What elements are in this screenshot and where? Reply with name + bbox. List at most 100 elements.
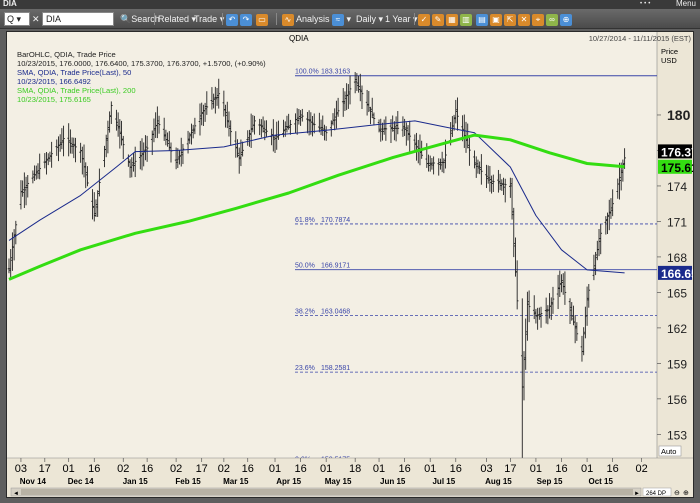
ohlc-bar	[488, 165, 492, 192]
clear-icon[interactable]: ✕	[32, 14, 40, 24]
range-value: 1 Year	[385, 14, 411, 24]
ohlc-bar	[468, 136, 471, 166]
undo-icon[interactable]: ↶	[226, 12, 238, 26]
fib-level-percent: 50.0%	[295, 263, 315, 270]
toolbar: Q ▾ ✕ 🔍Search Related ▾ Trade ▾ ↶ ↷ ▭ ∿ …	[0, 9, 700, 29]
ohlc-bar	[597, 228, 601, 257]
ohlc-bar	[237, 147, 241, 174]
ohlc-bar	[203, 102, 207, 122]
ohlc-bar	[156, 106, 159, 139]
ohlc-bar	[229, 120, 232, 146]
x-tick-label: 17	[39, 463, 51, 475]
ohlc-bar	[353, 72, 357, 94]
x-tick-label: 01	[424, 463, 436, 475]
ohlc-bar	[121, 135, 125, 160]
chart-type-icon[interactable]: ✓	[418, 12, 430, 26]
ohlc-bar	[289, 119, 292, 135]
ohlc-bar	[502, 177, 505, 196]
ohlc-bar	[406, 125, 410, 141]
trade-label: Trade	[194, 14, 218, 24]
ohlc-bar	[210, 87, 214, 110]
detach-icon[interactable]: ⇱	[504, 12, 516, 26]
related-button[interactable]: Related ▾	[158, 14, 197, 24]
range-select[interactable]: 1 Year ▾	[385, 14, 418, 24]
interval-select[interactable]: Daily ▾	[356, 14, 384, 24]
scrollbar-thumb[interactable]	[21, 489, 633, 495]
ohlc-bar	[439, 158, 442, 170]
search-button[interactable]: 🔍Search	[120, 12, 160, 26]
ohlc-bar	[478, 161, 481, 175]
chart-symbol-label: QDIA	[289, 34, 309, 43]
analysis-label: Analysis	[296, 14, 330, 24]
ohlc-bar	[498, 173, 502, 191]
ohlc-bar	[319, 119, 323, 136]
toolbar-divider	[414, 13, 415, 25]
ohlc-bar	[239, 139, 243, 167]
ohlc-bar	[486, 165, 490, 184]
month-label: Dec 14	[68, 477, 94, 486]
x-tick-label: 03	[480, 463, 492, 475]
x-tick-label: 02	[636, 463, 648, 475]
pin-icon[interactable]: ⌖	[532, 12, 544, 26]
search-label: Search	[131, 14, 160, 24]
symbol-input[interactable]	[42, 12, 114, 26]
draw-tool-icon[interactable]: ✎	[432, 12, 444, 26]
x-tick-label: 16	[294, 463, 306, 475]
price-chart[interactable]: QDIA 10/27/2014 - 11/11/2015 (EST) PriceUS…	[7, 32, 693, 497]
ohlc-bar	[524, 318, 527, 370]
chart-background	[7, 32, 693, 497]
ohlc-bar	[212, 93, 215, 109]
ohlc-bar	[7, 258, 11, 274]
folder-icon[interactable]: ▭	[256, 12, 268, 26]
month-label: Aug 15	[485, 477, 512, 486]
ohlc-bar	[50, 141, 53, 168]
scroll-left-icon[interactable]: ◄	[13, 491, 19, 497]
ohlc-bar	[301, 108, 304, 122]
ohlc-bar	[174, 147, 178, 170]
analysis-icon: ∿	[282, 13, 294, 26]
print-icon[interactable]: ▣	[490, 12, 502, 26]
ohlc-bar	[563, 271, 567, 305]
scroll-right-icon[interactable]: ►	[634, 491, 640, 497]
ohlc-bar	[510, 177, 514, 220]
symbol-type-select[interactable]: Q ▾	[4, 12, 30, 26]
fib-level-value: 163.0468	[321, 309, 350, 316]
bar-chart-icon[interactable]: ▥	[460, 12, 472, 26]
zoom-box[interactable]	[642, 487, 672, 497]
grid-icon[interactable]: ▦	[446, 12, 458, 26]
x-tick-label: 02	[218, 463, 230, 475]
legend-line-sma50-value: 10/23/2015, 166.6492	[17, 77, 91, 86]
x-tick-label: 02	[117, 463, 129, 475]
ohlc-bar	[222, 90, 226, 117]
ohlc-bar	[140, 138, 144, 171]
ohlc-bar	[587, 284, 591, 308]
analysis-button[interactable]: ∿ Analysis ▾	[282, 12, 337, 26]
ohlc-bar	[413, 134, 417, 152]
ohlc-bar	[295, 108, 299, 135]
ohlc-bar	[38, 153, 41, 180]
zoom-out-icon[interactable]: ⊖	[674, 490, 680, 497]
zoom-in-icon[interactable]: ⊕	[683, 490, 689, 497]
ohlc-bar	[241, 141, 244, 157]
month-label: May 15	[325, 477, 352, 486]
ohlc-bar	[560, 274, 563, 293]
resize-dots-icon: •••	[640, 1, 653, 7]
menu-button[interactable]: Menu	[675, 0, 696, 8]
settings-icon[interactable]: ▤	[476, 12, 488, 26]
title-bar: DIA ••• Menu	[0, 0, 700, 9]
ohlc-bar	[200, 102, 203, 126]
ohlc-bar	[116, 112, 120, 137]
ohlc-bar	[145, 135, 149, 162]
tools-icon[interactable]: ✕	[518, 12, 530, 26]
studies-icon[interactable]: ≈ ▾	[332, 12, 351, 26]
ohlc-bar	[599, 224, 603, 255]
ohlc-bar	[357, 75, 360, 93]
trade-button[interactable]: Trade ▾	[194, 14, 225, 24]
auto-scale-button[interactable]	[658, 445, 682, 457]
redo-icon[interactable]: ↷	[240, 12, 252, 26]
zoom-icon[interactable]: ⊕	[560, 12, 572, 26]
ohlc-bar	[72, 137, 76, 159]
link-icon[interactable]: ∞	[546, 12, 558, 26]
ohlc-bar	[11, 232, 14, 271]
fib-level-percent: 100.0%	[295, 69, 319, 76]
